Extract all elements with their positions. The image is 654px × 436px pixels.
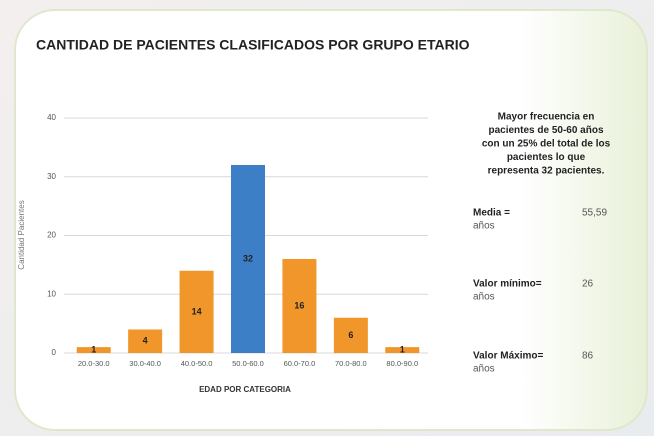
- y-tick-label: 40: [47, 113, 56, 122]
- data-label: 1: [400, 344, 405, 354]
- bar: [231, 165, 265, 353]
- chart-title: CANTIDAD DE PACIENTES CLASIFICADOS POR G…: [36, 37, 470, 53]
- data-label: 1: [91, 344, 96, 354]
- x-axis-label: EDAD POR CATEGORIA: [199, 385, 291, 394]
- note-line: con un 25% del total de los: [482, 139, 611, 150]
- stat-label: Media =: [473, 208, 510, 219]
- bar: [179, 270, 214, 353]
- note-line: pacientes lo que: [507, 152, 586, 163]
- card: [14, 9, 648, 431]
- data-label: 6: [348, 330, 353, 340]
- bar: [385, 347, 420, 353]
- x-tick-label: 80.0-90.0: [386, 359, 418, 368]
- data-label: 14: [192, 306, 202, 316]
- bar: [128, 329, 163, 353]
- stat-value: 26: [582, 279, 594, 290]
- note-line: representa 32 pacientes.: [488, 166, 605, 177]
- x-tick-label: 40.0-50.0: [181, 359, 213, 368]
- x-tick-label: 70.0-80.0: [335, 359, 367, 368]
- stat-unit: años: [473, 364, 495, 375]
- y-tick-label: 20: [47, 231, 56, 240]
- data-label: 4: [143, 336, 148, 346]
- y-tick-label: 0: [52, 348, 57, 357]
- y-tick-label: 30: [47, 172, 56, 181]
- x-tick-label: 50.0-60.0: [232, 359, 264, 368]
- stat-unit: años: [473, 292, 495, 303]
- note-line: pacientes de 50-60 años: [488, 125, 603, 136]
- y-tick-label: 10: [47, 289, 56, 298]
- x-tick-label: 60.0-70.0: [284, 359, 316, 368]
- x-tick-label: 20.0-30.0: [78, 359, 110, 368]
- bar: [333, 317, 368, 353]
- stat-label: Valor mínimo=: [473, 279, 542, 290]
- stat-value: 86: [582, 351, 594, 362]
- bar: [282, 259, 317, 353]
- x-tick-label: 30.0-40.0: [129, 359, 161, 368]
- stat-label: Valor Máximo=: [473, 351, 543, 362]
- stat-value: 55,59: [582, 208, 607, 219]
- data-label: 32: [243, 253, 253, 263]
- y-axis-label: Cantidad Pacientes: [17, 200, 26, 269]
- bar: [76, 347, 111, 353]
- note-line: Mayor frecuencia en: [498, 112, 595, 123]
- stat-unit: años: [473, 221, 495, 232]
- data-label: 16: [294, 300, 304, 310]
